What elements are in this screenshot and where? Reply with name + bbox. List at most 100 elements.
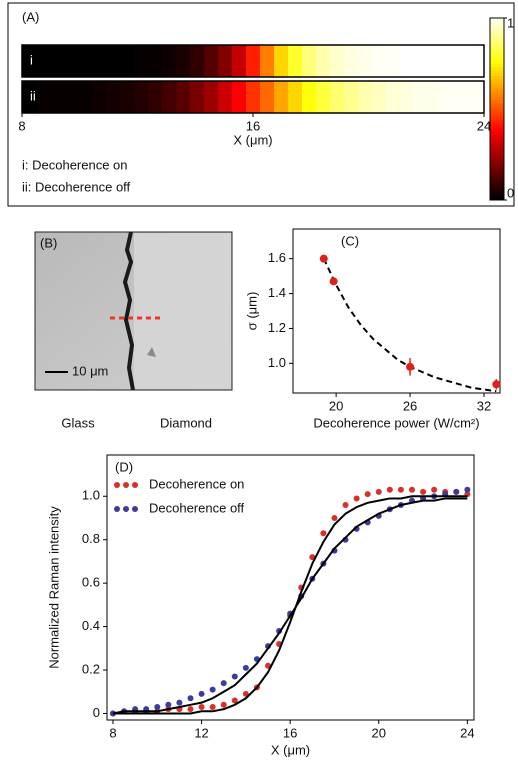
point xyxy=(187,706,194,713)
colorbar-step xyxy=(490,33,504,37)
heat-cell xyxy=(372,45,387,77)
y-tick-label: 1.6 xyxy=(268,250,286,265)
heat-cell xyxy=(260,45,275,77)
y-tick-label: 1.4 xyxy=(268,285,286,300)
diamond-region xyxy=(134,233,231,389)
heat-cell xyxy=(344,81,359,113)
panel-label: (B) xyxy=(40,235,57,250)
heat-cell xyxy=(78,81,93,113)
heat-cell xyxy=(218,45,233,77)
colorbar-step xyxy=(490,60,504,64)
colorbar-step xyxy=(490,121,504,125)
colorbar-step xyxy=(490,115,504,119)
defect xyxy=(147,347,156,357)
heat-cell xyxy=(64,45,79,77)
colorbar-step xyxy=(490,93,504,98)
heat-cell xyxy=(190,45,205,77)
legend-marker xyxy=(123,506,129,512)
legend-label: Decoherence off xyxy=(149,500,245,515)
panel-label: (D) xyxy=(115,459,133,474)
x-tick-label: 26 xyxy=(403,398,417,413)
note: ii: Decoherence off xyxy=(22,179,131,194)
colorbar-step xyxy=(490,118,504,122)
y-tick-label: 1.2 xyxy=(268,320,286,335)
plot-frame xyxy=(292,228,501,394)
y-tick-label: 0.4 xyxy=(82,618,100,633)
x-axis-label: X (μm) xyxy=(233,132,272,147)
y-axis-label: σ (μm) xyxy=(244,292,259,331)
x-axis-label: X (μm) xyxy=(271,742,310,757)
legend-label: Decoherence on xyxy=(149,476,244,491)
heat-cell xyxy=(246,45,261,77)
point xyxy=(406,362,415,371)
point xyxy=(165,701,172,708)
colorbar-step xyxy=(490,184,504,189)
heat-cell xyxy=(274,45,289,77)
colorbar-step xyxy=(490,18,504,22)
heat-cell xyxy=(400,81,415,113)
legend-marker xyxy=(132,482,138,488)
heat-cell xyxy=(288,81,303,113)
colorbar-step xyxy=(490,160,504,165)
colorbar-step xyxy=(490,96,504,101)
colorbar-step xyxy=(490,157,504,162)
heat-cell xyxy=(302,81,317,113)
heat-cell xyxy=(64,81,79,113)
y-tick-label: 0.6 xyxy=(82,575,100,590)
colorbar-step xyxy=(490,163,504,168)
colorbar-step xyxy=(490,21,504,25)
colorbar-step xyxy=(490,42,504,46)
point xyxy=(464,486,471,493)
x-tick-label: 8 xyxy=(109,725,116,740)
heat-cell xyxy=(204,45,219,77)
heat-cell xyxy=(92,81,107,113)
legend-marker xyxy=(123,482,129,488)
colorbar-step xyxy=(490,127,504,131)
heat-cell xyxy=(106,81,121,113)
colorbar-step xyxy=(490,109,504,113)
heat-cell xyxy=(456,45,471,77)
colorbar-step xyxy=(490,145,504,149)
x-tick-label: 20 xyxy=(372,725,386,740)
colorbar-step xyxy=(490,87,504,92)
heat-cell xyxy=(386,45,401,77)
y-tick-label: 1.0 xyxy=(82,488,100,503)
point xyxy=(331,514,338,521)
panel-frame xyxy=(7,2,515,207)
region-label: Glass xyxy=(61,415,95,430)
heat-cell xyxy=(442,45,457,77)
heat-cell xyxy=(120,45,135,77)
legend-marker xyxy=(114,506,120,512)
heat-cell xyxy=(470,45,485,77)
heat-cell xyxy=(134,81,149,113)
legend-marker xyxy=(114,482,120,488)
point xyxy=(187,695,194,702)
heat-cell xyxy=(302,45,317,77)
heat-cell xyxy=(400,45,415,77)
heat-cell xyxy=(456,81,471,113)
colorbar-step xyxy=(490,102,504,107)
heat-cell xyxy=(120,81,135,113)
fit-curve xyxy=(112,497,468,715)
point xyxy=(342,501,349,508)
colorbar-step xyxy=(490,30,504,34)
point xyxy=(492,380,501,389)
heat-cell xyxy=(22,81,37,113)
heat-cell xyxy=(274,81,289,113)
point xyxy=(375,488,382,495)
heat-cell xyxy=(372,81,387,113)
y-tick-label: 1.0 xyxy=(268,355,286,370)
heat-cell xyxy=(148,45,163,77)
point xyxy=(209,703,216,710)
heat-cell xyxy=(22,45,37,77)
colorbar-step xyxy=(490,166,504,171)
colorbar-step xyxy=(490,78,504,83)
colorbar-step xyxy=(490,136,504,140)
heat-cell xyxy=(190,81,205,113)
colorbar-step xyxy=(490,172,504,177)
heat-cell xyxy=(288,45,303,77)
panel-label: (A) xyxy=(22,9,39,24)
heat-cell xyxy=(162,81,177,113)
colorbar-step xyxy=(490,151,504,155)
interface-crack xyxy=(122,231,135,391)
